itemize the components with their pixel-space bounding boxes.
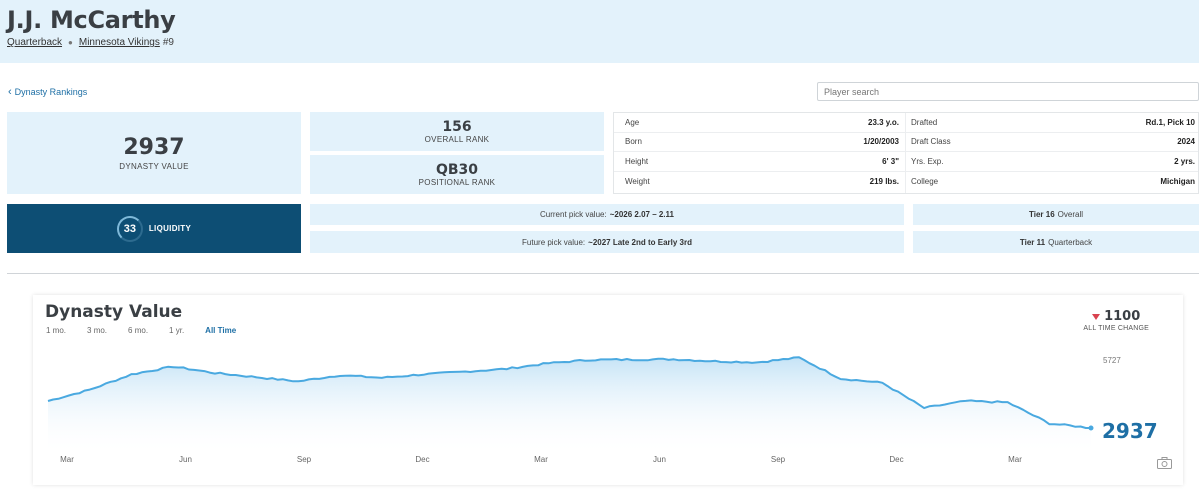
- info-value: 1/20/2003: [863, 137, 899, 147]
- x-tick-label: Sep: [296, 455, 312, 464]
- x-tick-label: Mar: [534, 455, 548, 464]
- tier-overall-text: Overall: [1057, 210, 1083, 219]
- dynasty-value-tile: 2937 DYNASTY VALUE: [7, 112, 301, 194]
- jersey-number: #9: [162, 37, 174, 48]
- info-key: Drafted: [911, 117, 938, 127]
- info-row-experience: Yrs. Exp. 2 yrs.: [906, 152, 1198, 172]
- info-row-college: College Michigan: [906, 172, 1198, 192]
- info-row-age: Age 23.3 y.o.: [614, 113, 905, 133]
- value-area-fill: [48, 357, 1091, 455]
- info-row-height: Height 6' 3": [614, 152, 905, 172]
- info-key: Born: [625, 137, 642, 147]
- liquidity-tile[interactable]: 33 LIQUIDITY: [7, 204, 301, 253]
- info-value: 23.3 y.o.: [868, 117, 899, 127]
- overall-rank-caption: OVERALL RANK: [424, 135, 490, 144]
- liquidity-gauge: 33: [116, 215, 143, 242]
- future-pick-label: Future pick value:: [522, 237, 586, 247]
- x-tick-label: Mar: [1008, 455, 1022, 464]
- tier-overall-number: Tier 16: [1029, 210, 1055, 219]
- tier-overall: Tier 16 Overall: [913, 204, 1199, 225]
- team-link[interactable]: Minnesota Vikings: [78, 37, 160, 48]
- info-value: 2024: [1177, 137, 1195, 147]
- info-column-right: Drafted Rd.1, Pick 10 Draft Class 2024 Yrs…: [906, 113, 1198, 193]
- positional-rank-value: QB30: [435, 162, 479, 178]
- range-selector: 1 mo. 3 mo. 6 mo. 1 yr. All Time: [46, 326, 257, 335]
- info-row-drafted: Drafted Rd.1, Pick 10: [906, 113, 1198, 133]
- dynasty-value-caption: DYNASTY VALUE: [119, 162, 189, 171]
- liquidity-label: LIQUIDITY: [148, 224, 192, 233]
- x-tick-label: Jun: [653, 455, 666, 464]
- info-row-born: Born 1/20/2003: [614, 133, 905, 152]
- change-caption: ALL TIME CHANGE: [1083, 325, 1149, 332]
- max-value-label: 5727: [1103, 356, 1121, 365]
- chevron-left-icon: ‹: [8, 86, 12, 98]
- range-all-time[interactable]: All Time: [205, 326, 237, 335]
- info-key: Age: [625, 117, 640, 127]
- range-3-months[interactable]: 3 mo.: [87, 326, 108, 335]
- tier-position-number: Tier 11: [1019, 237, 1046, 247]
- info-row-weight: Weight 219 lbs.: [614, 172, 905, 192]
- change-value: 1100: [1104, 309, 1141, 324]
- info-row-draft-class: Draft Class 2024: [906, 133, 1198, 152]
- back-to-rankings-link[interactable]: ‹ Dynasty Rankings: [8, 86, 87, 98]
- tier-position-text: Quarterback: [1048, 237, 1093, 247]
- position-link[interactable]: Quarterback: [7, 37, 63, 48]
- info-key: Yrs. Exp.: [911, 156, 944, 166]
- info-column-left: Age 23.3 y.o. Born 1/20/2003 Height 6' 3" W…: [614, 113, 906, 193]
- all-time-change: 1100 ALL TIME CHANGE: [1083, 309, 1149, 332]
- overall-rank-tile: 156 OVERALL RANK: [310, 112, 604, 151]
- camera-icon[interactable]: [1157, 457, 1172, 469]
- range-6-months[interactable]: 6 mo.: [128, 326, 149, 335]
- dynasty-value-chart-card: Dynasty Value 1 mo. 3 mo. 6 mo. 1 yr. Al…: [33, 295, 1183, 485]
- range-1-month[interactable]: 1 mo.: [46, 326, 67, 335]
- info-value: 219 lbs.: [869, 176, 899, 186]
- future-pick-value: Future pick value: ~2027 Late 2nd to Ear…: [310, 231, 904, 253]
- player-info-table: Age 23.3 y.o. Born 1/20/2003 Height 6' 3" W…: [613, 112, 1199, 194]
- player-search-input[interactable]: [817, 82, 1199, 101]
- player-header: J.J. McCarthy Quarterback ● Minnesota Vi…: [0, 0, 1199, 63]
- section-divider: [7, 273, 1199, 274]
- info-key: Height: [625, 156, 649, 166]
- down-triangle-icon: [1092, 313, 1101, 320]
- info-value: Michigan: [1160, 176, 1195, 186]
- x-tick-label: Dec: [889, 455, 904, 464]
- future-pick-text: ~2027 Late 2nd to Early 3rd: [588, 237, 692, 247]
- player-name: J.J. McCarthy: [7, 6, 176, 34]
- value-line: [47, 356, 1091, 429]
- current-value-label: 2937: [1102, 419, 1158, 443]
- x-tick-label: Jun: [179, 455, 192, 464]
- current-pick-value: Current pick value: ~2026 2.07 – 2.11: [310, 204, 904, 225]
- back-link-label: Dynasty Rankings: [14, 87, 88, 97]
- info-key: Weight: [625, 176, 650, 186]
- x-tick-label: Dec: [415, 455, 430, 464]
- positional-rank-caption: POSITIONAL RANK: [418, 178, 496, 187]
- positional-rank-tile: QB30 POSITIONAL RANK: [310, 155, 604, 194]
- x-tick-label: Sep: [770, 455, 786, 464]
- tier-position: Tier 11 Quarterback: [913, 231, 1199, 253]
- dynasty-value-number: 2937: [123, 135, 185, 160]
- current-value-point[interactable]: [1088, 425, 1094, 431]
- info-key: College: [911, 176, 939, 186]
- info-value: 6' 3": [882, 156, 899, 166]
- chart-title: Dynasty Value: [45, 302, 183, 322]
- value-chart-svg: [47, 356, 1094, 455]
- overall-rank-number: 156: [442, 119, 472, 135]
- current-pick-label: Current pick value:: [540, 210, 607, 219]
- separator-dot: ●: [68, 38, 73, 47]
- info-value: Rd.1, Pick 10: [1145, 117, 1195, 127]
- info-key: Draft Class: [911, 137, 951, 147]
- current-pick-text: ~2026 2.07 – 2.11: [609, 210, 674, 219]
- x-tick-label: Mar: [60, 455, 74, 464]
- range-1-year[interactable]: 1 yr.: [169, 326, 185, 335]
- player-subline: Quarterback ● Minnesota Vikings #9: [7, 37, 174, 48]
- info-value: 2 yrs.: [1174, 156, 1195, 166]
